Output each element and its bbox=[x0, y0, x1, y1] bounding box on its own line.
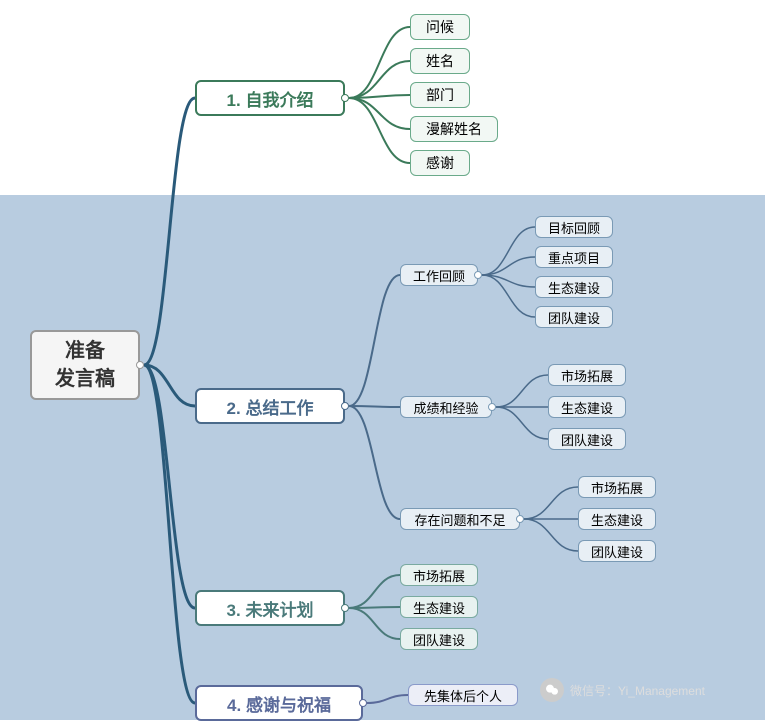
root-node: 准备发言稿 bbox=[30, 330, 140, 400]
m2-sub-1: 成绩和经验 bbox=[400, 396, 492, 418]
m2-sub-0: 工作回顾 bbox=[400, 264, 478, 286]
m1-leaf-1: 姓名 bbox=[410, 48, 470, 74]
m4-leaf-0: 先集体后个人 bbox=[408, 684, 518, 706]
m2-sub-2-child-2: 团队建设 bbox=[578, 540, 656, 562]
m1-leaf-4: 感谢 bbox=[410, 150, 470, 176]
m3-leaf-1: 生态建设 bbox=[400, 596, 478, 618]
connector bbox=[474, 271, 482, 279]
connector bbox=[341, 604, 349, 612]
main-node-2: 2. 总结工作 bbox=[195, 388, 345, 424]
main-node-1: 1. 自我介绍 bbox=[195, 80, 345, 116]
watermark: 微信号：Yi_Management bbox=[540, 678, 705, 702]
connector bbox=[341, 94, 349, 102]
main-node-4: 4. 感谢与祝福 bbox=[195, 685, 363, 721]
highlight-region bbox=[0, 195, 765, 720]
m2-sub-2-child-0: 市场拓展 bbox=[578, 476, 656, 498]
connector bbox=[359, 699, 367, 707]
wechat-icon bbox=[540, 678, 564, 702]
m2-sub-0-child-0: 目标回顾 bbox=[535, 216, 613, 238]
m2-sub-0-child-2: 生态建设 bbox=[535, 276, 613, 298]
connector bbox=[341, 402, 349, 410]
m1-leaf-3: 漫解姓名 bbox=[410, 116, 498, 142]
m1-leaf-0: 问候 bbox=[410, 14, 470, 40]
connector bbox=[516, 515, 524, 523]
m2-sub-0-child-3: 团队建设 bbox=[535, 306, 613, 328]
m3-leaf-2: 团队建设 bbox=[400, 628, 478, 650]
m2-sub-1-child-1: 生态建设 bbox=[548, 396, 626, 418]
m2-sub-1-child-2: 团队建设 bbox=[548, 428, 626, 450]
connector bbox=[488, 403, 496, 411]
m2-sub-0-child-1: 重点项目 bbox=[535, 246, 613, 268]
m1-leaf-2: 部门 bbox=[410, 82, 470, 108]
m2-sub-2: 存在问题和不足 bbox=[400, 508, 520, 530]
m2-sub-1-child-0: 市场拓展 bbox=[548, 364, 626, 386]
watermark-text: 微信号：Yi_Management bbox=[570, 682, 705, 699]
m3-leaf-0: 市场拓展 bbox=[400, 564, 478, 586]
main-node-3: 3. 未来计划 bbox=[195, 590, 345, 626]
connector bbox=[136, 361, 144, 369]
m2-sub-2-child-1: 生态建设 bbox=[578, 508, 656, 530]
